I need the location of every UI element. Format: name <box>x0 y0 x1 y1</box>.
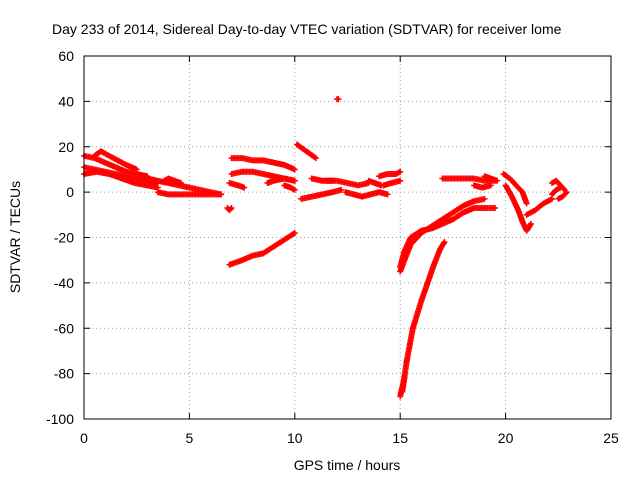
data-series-16 <box>298 186 345 202</box>
axis-ticks: 0 5 10 15 20 25 -100 -80 -60 -40 -20 0 20 40 60 <box>46 48 619 446</box>
data-point <box>441 239 448 246</box>
x-tick-label: 0 <box>80 430 88 446</box>
data-series-33 <box>523 195 555 218</box>
x-axis-label: GPS time / hours <box>294 457 401 473</box>
x-tick-label: 5 <box>186 430 194 446</box>
data-series-13 <box>264 175 298 187</box>
data-point <box>523 200 530 207</box>
data-series-6 <box>154 189 225 198</box>
data-point <box>228 205 235 212</box>
data-point <box>397 177 404 184</box>
y-tick-label: -100 <box>46 411 74 427</box>
data-series-7 <box>161 175 184 187</box>
plot-frame <box>83 55 612 420</box>
data-point <box>241 184 248 191</box>
data-points <box>81 96 570 400</box>
data-point <box>177 180 184 187</box>
chart-title: Day 233 of 2014, Sidereal Day-to-day VTE… <box>52 21 562 37</box>
data-point <box>397 168 404 175</box>
data-point <box>557 184 564 191</box>
data-series-15 <box>293 141 319 162</box>
data-point <box>562 190 569 197</box>
data-series-35 <box>555 189 570 202</box>
data-series-32 <box>502 182 534 234</box>
data-series-36 <box>548 184 564 198</box>
data-point <box>401 375 408 382</box>
y-tick-label: 20 <box>58 139 74 155</box>
data-series-20 <box>342 189 391 200</box>
data-series-12 <box>226 180 248 191</box>
data-point <box>492 205 499 212</box>
data-series-22 <box>376 168 404 180</box>
data-series-26 <box>399 239 448 395</box>
data-point <box>312 155 319 162</box>
data-point <box>335 96 342 103</box>
data-series-27 <box>397 375 408 400</box>
grid-lines <box>84 56 611 419</box>
data-point <box>291 186 298 193</box>
data-series-4 <box>91 148 140 173</box>
data-point <box>527 220 534 227</box>
data-point <box>329 177 336 184</box>
y-tick-label: 0 <box>66 184 74 200</box>
data-series-18 <box>308 175 336 184</box>
x-tick-label: 20 <box>498 430 514 446</box>
y-tick-label: -80 <box>54 366 74 382</box>
x-tick-label: 25 <box>603 430 619 446</box>
data-point <box>487 182 494 189</box>
data-series-14 <box>281 182 298 193</box>
data-point <box>291 229 298 236</box>
data-series-25 <box>397 195 488 275</box>
data-point <box>481 195 488 202</box>
y-tick-label: -20 <box>54 230 74 246</box>
y-tick-label: -60 <box>54 320 74 336</box>
y-tick-label: 40 <box>58 93 74 109</box>
data-series-8 <box>224 205 235 214</box>
data-series-23 <box>380 177 404 189</box>
data-series-19 <box>333 96 342 103</box>
data-point <box>291 177 298 184</box>
data-point <box>494 177 501 184</box>
data-point <box>133 166 140 173</box>
data-point <box>338 186 345 193</box>
data-point <box>563 189 570 196</box>
data-series-10 <box>228 155 298 173</box>
data-series-9 <box>226 229 298 268</box>
data-series-34 <box>548 177 568 193</box>
x-tick-label: 10 <box>287 430 303 446</box>
x-tick-label: 15 <box>392 430 408 446</box>
data-series-30 <box>481 173 501 184</box>
y-axis-label: SDTVAR / TECUs <box>7 181 23 293</box>
data-series-29 <box>470 182 494 191</box>
y-tick-label: 60 <box>58 48 74 64</box>
data-point <box>384 191 391 198</box>
y-tick-label: -40 <box>54 275 74 291</box>
data-point <box>291 166 298 173</box>
data-series-21 <box>365 177 385 189</box>
data-point <box>218 191 225 198</box>
data-series-31 <box>500 170 530 207</box>
data-point <box>227 206 234 213</box>
